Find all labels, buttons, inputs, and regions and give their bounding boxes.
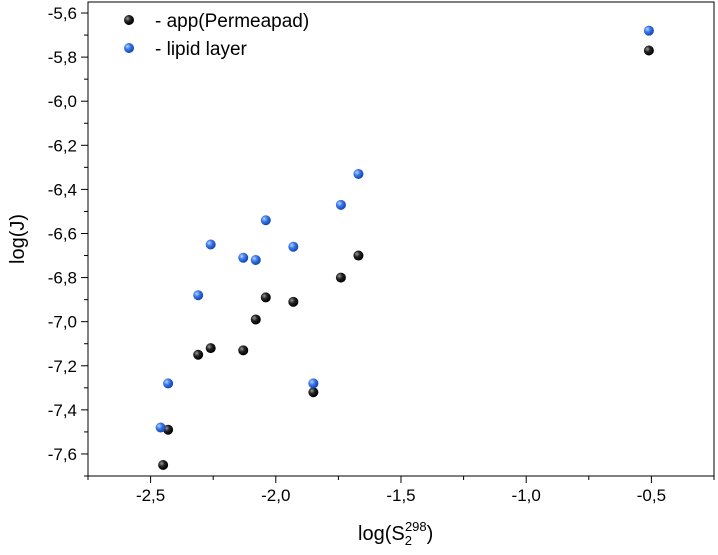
data-point-lipid [193, 290, 204, 301]
y-tick-label: -7,6 [48, 445, 77, 464]
x-axis-title-close: ) [427, 523, 434, 545]
x-tick-label: -2,0 [261, 486, 290, 505]
legend: - app(Permeapad) - lipid layer [124, 11, 309, 60]
y-tick-label: -5,8 [48, 48, 77, 67]
y-tick-label: -6,4 [48, 180, 77, 199]
plot-frame [87, 1, 715, 477]
data-point-lipid [205, 239, 216, 250]
y-axis: -7,6 -7,4 -7,2 -7,0 -6,8 -6,6 -6,4 -6,2 -6,0 -5,8… [48, 4, 88, 477]
y-tick-label: -5,6 [48, 4, 77, 23]
data-point-app [260, 292, 271, 303]
data-point-app [238, 345, 249, 356]
data-point-app [353, 250, 364, 261]
legend-marker-lipid [124, 43, 134, 53]
legend-label-lipid: - lipid layer [155, 39, 248, 60]
x-axis-title-subscript: 2 [405, 533, 412, 548]
data-point-lipid [250, 254, 261, 265]
y-tick-label: -7,0 [48, 313, 77, 332]
data-point-app [288, 296, 299, 307]
data-point-lipid [155, 422, 166, 433]
legend-label-app: - app(Permeapad) [155, 11, 309, 32]
x-axis: -2,5 -2,0 -1,5 -1,0 -0,5 [87, 476, 715, 505]
data-point-app [335, 272, 346, 283]
x-tick-label: -1,5 [386, 486, 415, 505]
y-tick-label: -7,4 [48, 401, 77, 420]
x-axis-title-main: log(S [358, 523, 405, 545]
data-point-app [250, 314, 261, 325]
y-tick-label: -6,2 [48, 136, 77, 155]
data-point-lipid [643, 25, 654, 36]
data-point-app [205, 343, 216, 354]
data-point-lipid [260, 215, 271, 226]
y-tick-label: -6,0 [48, 92, 77, 111]
data-point-app [193, 349, 204, 360]
x-axis-title: log(S2298) [358, 519, 433, 548]
x-axis-title-superscript: 298 [405, 519, 427, 534]
data-point-app [163, 424, 174, 435]
legend-marker-app [124, 15, 134, 25]
y-axis-title: log(J) [7, 214, 29, 264]
data-points [155, 25, 654, 470]
y-tick-label: -7,2 [48, 357, 77, 376]
y-tick-label: -6,8 [48, 269, 77, 288]
data-point-app [643, 45, 654, 56]
data-point-lipid [335, 199, 346, 210]
data-point-lipid [163, 378, 174, 389]
x-tick-label: -1,0 [512, 486, 541, 505]
x-tick-label: -0,5 [637, 486, 666, 505]
data-point-lipid [238, 252, 249, 263]
data-point-lipid [308, 378, 319, 389]
x-tick-label: -2,5 [136, 486, 165, 505]
data-point-lipid [288, 241, 299, 252]
data-point-app [308, 387, 319, 398]
data-point-app [158, 459, 169, 470]
y-tick-label: -6,6 [48, 224, 77, 243]
data-point-lipid [353, 168, 364, 179]
